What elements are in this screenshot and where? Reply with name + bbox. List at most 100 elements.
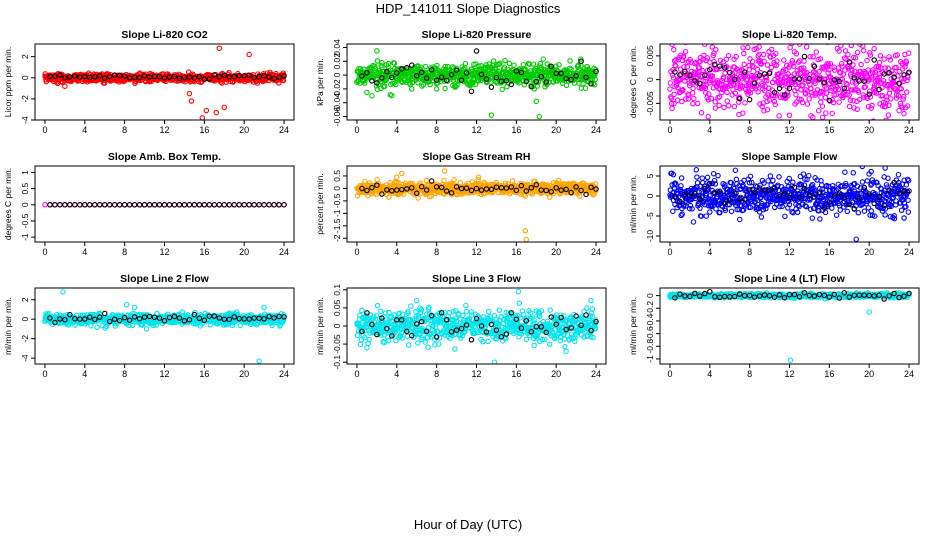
chart-5-point: [415, 195, 421, 201]
chart-3-point: [841, 55, 848, 61]
chart-6-point: [786, 201, 793, 208]
chart-5-hourly-point: [473, 185, 480, 192]
chart-3-point: [702, 90, 709, 96]
chart-2-point: [511, 62, 517, 68]
chart-3-point: [747, 55, 753, 62]
chart-1-ylabel: Licor ppm per min.: [3, 47, 13, 117]
chart-6-hourly-point: [751, 189, 758, 195]
chart-7-hourly-point: [111, 316, 118, 323]
chart-6-point: [903, 182, 910, 188]
chart-7-hourly-point: [136, 315, 143, 322]
chart-5-ytick-label: -2: [332, 234, 342, 242]
chart-6-point: [713, 206, 719, 212]
chart-1-hourly-point: [82, 73, 88, 80]
chart-3-point: [682, 49, 689, 55]
chart-2-point: [374, 58, 381, 64]
chart-3-point: [861, 94, 867, 101]
chart-2-hourly-point: [453, 67, 460, 73]
chart-7-xtick-label: 4: [82, 369, 87, 379]
chart-3-hourly-point: [726, 69, 733, 76]
chart-3-xtick-label: 20: [864, 125, 874, 135]
chart-3-hourly-point: [712, 61, 718, 68]
chart-7-hourly-point: [271, 315, 277, 321]
chart-3-point: [709, 44, 716, 50]
chart-2-hourly-point: [369, 78, 375, 84]
chart-3-hourly-point: [761, 71, 768, 77]
chart-1-hourly-point: [206, 76, 213, 82]
chart-3-point: [852, 55, 859, 61]
chart-3-hourly-point: [801, 53, 808, 60]
chart-6-point: [710, 170, 717, 177]
chart-3-point: [891, 79, 897, 86]
chart-5-point: [428, 193, 434, 199]
chart-3-point: [869, 69, 876, 75]
chart-6-hourly-point: [682, 191, 688, 198]
chart-4-hourly-point: [201, 202, 208, 208]
chart-4-xtick-label: 16: [199, 247, 209, 257]
chart-4-ytick-label: -0.5: [20, 213, 30, 228]
chart-1-hourly-point: [166, 74, 173, 80]
chart-6-point: [842, 169, 848, 175]
chart-1-points: [42, 45, 287, 120]
chart-6-point: [837, 207, 844, 213]
chart-1-xtick-label: 24: [279, 125, 289, 135]
chart-7-hourly-point: [92, 316, 98, 323]
chart-3-point: [867, 52, 874, 58]
chart-3-hourly-point: [786, 85, 793, 92]
chart-3-point: [720, 31, 724, 35]
chart-4-hourly-point: [231, 202, 237, 208]
chart-7-xtick-label: 20: [239, 369, 249, 379]
chart-2-hourly-point: [468, 88, 475, 95]
chart-2-ytick-label: 0: [332, 72, 342, 77]
chart-2-point: [393, 81, 399, 88]
chart-1-xtick-label: 20: [239, 125, 249, 135]
chart-4-xtick-label: 8: [122, 247, 127, 257]
chart-3-point: [829, 96, 836, 103]
chart-3-point: [765, 92, 771, 98]
chart-6-hourly-point: [896, 190, 902, 197]
chart-1-hourly-point: [211, 72, 218, 78]
chart-6-title: Slope Sample Flow: [742, 151, 839, 163]
chart-5-outlier: [386, 194, 392, 200]
chart-5-hourly-point: [588, 184, 594, 191]
chart-1-hourly-point: [231, 73, 237, 80]
chart-1-hourly-point: [67, 74, 73, 80]
chart-3-point: [776, 113, 782, 119]
chart-2-hourly-point: [413, 72, 420, 79]
chart-4-hourly-point: [146, 202, 153, 208]
chart-2-point: [563, 82, 570, 89]
chart-2-point: [497, 60, 503, 67]
chart-3-point: [755, 89, 761, 95]
chart-6-point: [686, 205, 693, 212]
chart-2-hourly-point: [458, 77, 465, 83]
chart-6-hourly-point: [901, 188, 907, 194]
chart-6-point: [747, 204, 754, 211]
chart-5-hourly-point: [384, 187, 390, 193]
chart-5-hourly-point: [468, 187, 475, 194]
chart-6-hourly-point: [796, 194, 803, 201]
chart-3-point: [812, 80, 818, 87]
chart-2-outlier: [408, 86, 415, 92]
chart-5-point: [451, 177, 457, 183]
chart-3-point: [781, 57, 787, 63]
chart-2-point: [567, 65, 573, 71]
chart-7-hourly-point: [97, 314, 103, 320]
chart-3-point: [771, 98, 778, 105]
chart-6-point: [843, 182, 849, 189]
chart-8-point: [362, 334, 368, 341]
chart-3-point: [847, 97, 854, 103]
chart-2-hourly-point: [533, 78, 540, 85]
chart-6-xtick-label: 16: [824, 247, 834, 257]
chart-3-hourly-point: [751, 80, 758, 87]
chart-1-hourly-point: [216, 73, 223, 80]
chart-6-hourly-point: [766, 187, 773, 194]
chart-3-point: [820, 89, 826, 95]
chart-2-outlier: [364, 89, 370, 96]
chart-6-point: [895, 171, 902, 178]
chart-7-point: [129, 322, 136, 329]
chart-3-point: [795, 70, 801, 77]
chart-4-hourly-point: [72, 202, 78, 208]
chart-3-point: [860, 35, 864, 39]
chart-3-hourly-point: [766, 70, 773, 77]
